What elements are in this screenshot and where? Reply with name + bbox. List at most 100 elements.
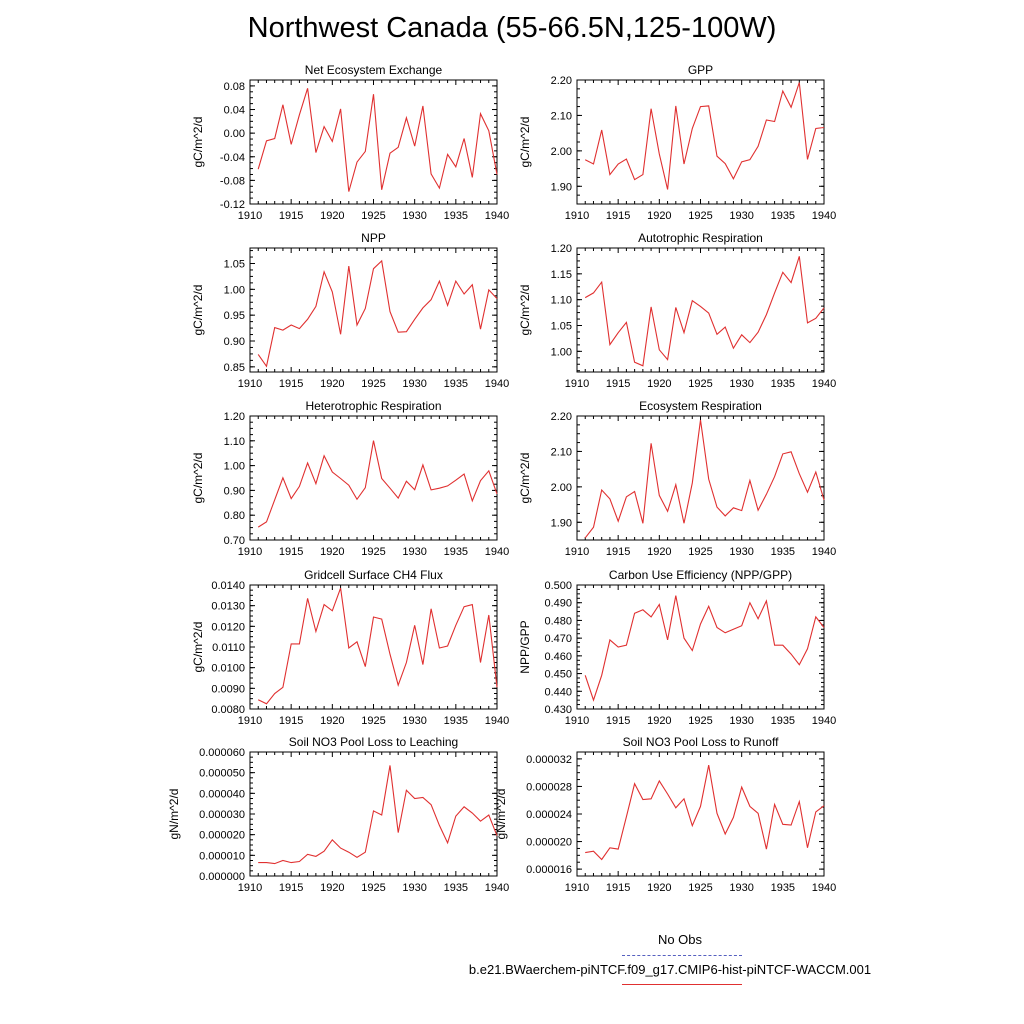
x-tick-label: 1930 [402,546,426,558]
y-tick-label: 0.0080 [211,704,245,716]
y-axis-label: gC/m^2/d [191,285,205,336]
x-tick-label: 1930 [402,882,426,894]
y-axis-label: gN/m^2/d [167,789,181,840]
x-tick-label: 1925 [361,378,385,390]
panel-title: Autotrophic Respiration [638,231,763,245]
y-tick-label: 0.95 [224,310,245,322]
x-tick-label: 1925 [688,378,712,390]
panel-2: NPP 1910 1915 1920 1925 1930 1935 1940 1.05 1.00 0… [191,231,509,390]
y-tick-label: 0.490 [544,598,572,610]
x-tick-label: 1930 [402,715,426,727]
series-line [257,259,498,368]
y-tick-label: 1.20 [551,243,572,255]
x-tick-label: 1940 [485,210,509,222]
x-tick-label: 1930 [402,210,426,222]
y-tick-label: 0.000040 [199,788,245,800]
panel-8: Soil NO3 Pool Loss to Leaching 1910 1915 19… [167,735,509,894]
y-tick-label: 0.0130 [211,601,245,613]
y-tick-label: 0.000016 [526,864,572,876]
x-tick-label: 1920 [320,715,344,727]
legend-run-label: b.e21.BWaerchem-piNTCF.f09_g17.CMIP6-his… [468,962,872,977]
x-tick-label: 1915 [606,546,630,558]
y-tick-label: 0.000010 [199,850,245,862]
legend-run-line [622,984,742,985]
series-line [584,82,825,190]
x-tick-label: 1935 [444,378,468,390]
x-tick-label: 1920 [320,210,344,222]
y-tick-label: 0.90 [224,485,245,497]
x-tick-label: 1915 [279,378,303,390]
x-tick-label: 1910 [565,546,589,558]
y-tick-label: 0.08 [224,81,245,93]
y-tick-label: 0.440 [544,686,572,698]
y-tick-label: 0.000020 [526,837,572,849]
x-tick-label: 1920 [320,546,344,558]
y-tick-label: 0.470 [544,633,572,645]
y-tick-label: 1.00 [551,346,572,358]
y-axis-label: gN/m^2/d [494,789,508,840]
plot-frame [576,247,825,373]
y-axis-label: gC/m^2/d [191,453,205,504]
x-tick-label: 1915 [279,546,303,558]
x-tick-label: 1915 [606,210,630,222]
series-line [258,765,498,865]
y-tick-label: 0.500 [544,580,572,592]
plot-frame [249,415,498,541]
x-tick-label: 1920 [647,546,671,558]
y-tick-label: 2.20 [551,75,572,87]
panel-title: GPP [688,63,713,77]
series-line [584,419,825,539]
y-tick-label: -0.08 [220,175,245,187]
y-axis-label: gC/m^2/d [191,622,205,673]
y-tick-label: 0.04 [224,105,245,117]
plot-frame [249,751,498,877]
x-tick-label: 1915 [279,210,303,222]
x-tick-label: 1940 [485,378,509,390]
x-tick-label: 1940 [485,882,509,894]
y-tick-label: 0.000032 [526,754,572,766]
y-tick-label: 0.000020 [199,830,245,842]
y-tick-label: 0.90 [224,336,245,348]
y-axis-label: NPP/GPP [518,620,532,673]
panel-1: GPP 1910 1915 1920 1925 1930 1935 1940 2.20 2.10 2… [518,63,836,222]
plot-frame [576,751,825,877]
x-tick-label: 1920 [647,715,671,727]
panel-title: Soil NO3 Pool Loss to Runoff [623,735,780,749]
panel-title: Net Ecosystem Exchange [305,63,443,77]
y-tick-label: -0.04 [220,152,245,164]
y-tick-label: 0.85 [224,362,245,374]
x-tick-label: 1935 [444,546,468,558]
series-line [257,88,498,192]
x-tick-label: 1910 [565,378,589,390]
x-tick-label: 1940 [812,546,836,558]
y-tick-label: 2.20 [551,411,572,423]
panel-5: Ecosystem Respiration 1910 1915 1920 1925 193… [518,399,836,558]
x-tick-label: 1940 [812,378,836,390]
y-tick-label: 0.000000 [199,871,245,883]
y-tick-label: 2.00 [551,146,572,158]
x-tick-label: 1935 [444,882,468,894]
panel-title: Heterotrophic Respiration [305,399,441,413]
x-tick-label: 1935 [771,378,795,390]
figure-title: Northwest Canada (55-66.5N,125-100W) [247,12,777,44]
y-tick-label: 0.00 [224,128,245,140]
x-tick-label: 1925 [361,882,385,894]
x-tick-label: 1925 [688,715,712,727]
y-tick-label: 2.10 [551,110,572,122]
x-tick-label: 1930 [729,546,753,558]
y-tick-label: 0.0090 [211,683,245,695]
y-tick-label: 1.10 [224,436,245,448]
x-tick-label: 1925 [688,546,712,558]
y-tick-label: 0.0100 [211,663,245,675]
y-tick-label: 1.00 [224,461,245,473]
y-tick-label: 2.10 [551,446,572,458]
x-tick-label: 1910 [565,210,589,222]
y-tick-label: 0.000028 [526,781,572,793]
panel-title: NPP [361,231,386,245]
x-tick-label: 1930 [402,378,426,390]
legend-obs-label: No Obs [657,932,703,947]
y-tick-label: 0.80 [224,510,245,522]
plot-frame [576,415,825,541]
x-tick-label: 1935 [444,715,468,727]
y-tick-label: 0.000050 [199,768,245,780]
